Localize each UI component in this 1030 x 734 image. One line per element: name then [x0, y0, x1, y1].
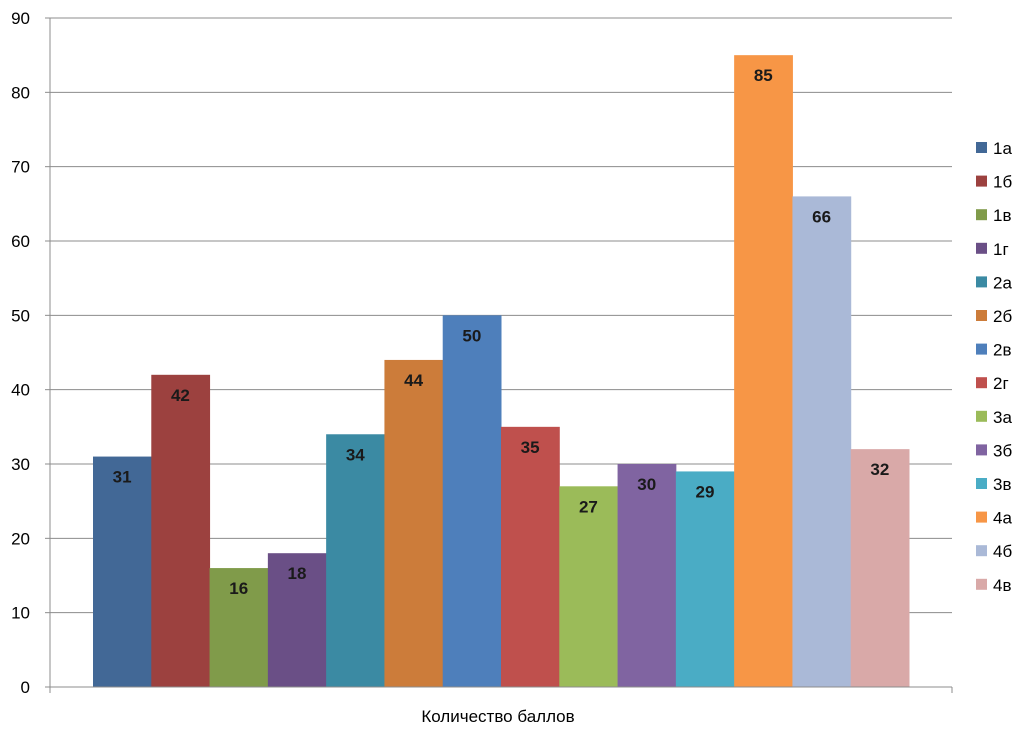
bar-4в: [850, 449, 910, 687]
legend-swatch: [976, 444, 987, 456]
legend-swatch: [976, 242, 987, 254]
legend-swatch: [976, 511, 987, 523]
y-tick-label: 50: [11, 306, 30, 325]
data-labels: 31 42 16 18 34 44 50 35 27 30 29 85 66 32: [113, 66, 890, 598]
legend-swatch: [976, 276, 987, 288]
legend-entry: 2г: [993, 374, 1009, 393]
data-label: 18: [288, 564, 307, 583]
data-label: 30: [637, 475, 656, 494]
legend-entry: 1в: [993, 206, 1012, 225]
legend-swatch: [976, 410, 987, 422]
bar-4а: [734, 55, 793, 687]
legend-entry: 4б: [993, 542, 1012, 561]
bars: [93, 55, 910, 687]
data-label: 50: [462, 326, 481, 345]
y-tick-label: 10: [11, 604, 30, 623]
data-label: 16: [229, 579, 248, 598]
bar-1б: [151, 374, 211, 687]
legend-swatch: [976, 377, 987, 389]
y-tick-label: 20: [11, 529, 30, 548]
data-label: 35: [521, 438, 540, 457]
data-label: 85: [754, 66, 773, 85]
bar-2г: [501, 426, 560, 687]
data-label: 42: [171, 386, 190, 405]
x-axis-label: Количество баллов: [421, 707, 574, 726]
legend: 1а 1б 1в 1г 2а 2б 2в 2г 3а 3б 3в 4а 4б 4в: [976, 139, 1012, 595]
y-tick-label: 70: [11, 158, 30, 177]
bar-2б: [384, 359, 444, 687]
legend-swatch: [976, 578, 987, 590]
y-tick-label: 40: [11, 381, 30, 400]
bar-3а: [559, 486, 619, 687]
legend-swatch: [976, 209, 987, 221]
data-label: 44: [404, 371, 423, 390]
bar-1г: [267, 553, 327, 687]
legend-swatch: [976, 343, 987, 355]
legend-entry: 2а: [993, 273, 1012, 292]
y-tick-label: 30: [11, 455, 30, 474]
y-tick-label: 90: [11, 9, 30, 28]
y-tick-label: 0: [21, 678, 30, 697]
legend-entry: 1а: [993, 139, 1012, 158]
legend-swatch: [976, 545, 987, 557]
axes: [49, 18, 953, 693]
bar-1а: [93, 456, 152, 687]
legend-swatch: [976, 310, 987, 321]
data-label: 32: [870, 460, 889, 479]
data-label: 29: [696, 482, 715, 501]
legend-entry: 1г: [993, 240, 1009, 259]
y-axis-ticks: 0 10 20 30 40 50 60 70 80 90: [11, 9, 50, 697]
legend-entry: 1б: [993, 173, 1012, 192]
bar-2а: [326, 434, 385, 687]
legend-entry: 2в: [993, 341, 1012, 360]
y-tick-label: 80: [11, 83, 30, 102]
legend-entry: 3а: [993, 408, 1012, 427]
bar-3б: [617, 464, 677, 687]
legend-entry: 3в: [993, 475, 1012, 494]
y-tick-label: 60: [11, 232, 30, 251]
legend-swatch: [976, 478, 987, 489]
data-label: 34: [346, 445, 365, 464]
bar-4б: [792, 196, 852, 687]
legend-entry: 3б: [993, 441, 1012, 460]
data-label: 27: [579, 497, 598, 516]
legend-entry: 2б: [993, 307, 1012, 326]
data-label: 66: [812, 207, 831, 226]
legend-swatch: [976, 142, 987, 153]
data-label: 31: [113, 468, 132, 487]
legend-entry: 4а: [993, 509, 1012, 528]
bar-3в: [675, 471, 735, 687]
bar-1в: [209, 568, 269, 687]
bar-2в: [442, 315, 502, 687]
legend-entry: 4в: [993, 576, 1012, 595]
legend-swatch: [976, 175, 987, 187]
